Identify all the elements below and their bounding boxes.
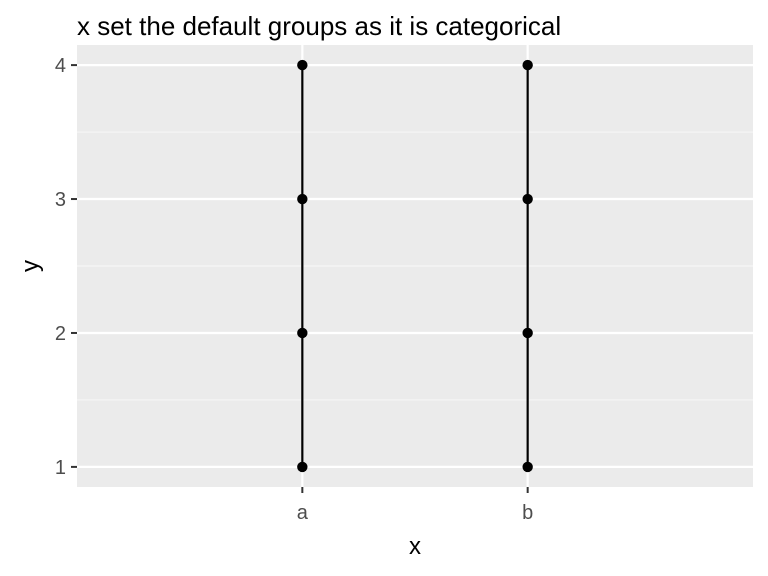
y-tick-label: 2 bbox=[55, 323, 66, 345]
y-axis-title: y bbox=[17, 260, 44, 272]
axis-layer: 1 2 3 4 a b bbox=[55, 55, 533, 524]
chart-title: x set the default groups as it is catego… bbox=[77, 11, 562, 41]
y-tick-label: 3 bbox=[55, 189, 66, 211]
y-tick-label: 4 bbox=[55, 55, 66, 77]
data-point-b-2 bbox=[522, 327, 533, 339]
data-point-b-1 bbox=[522, 461, 533, 473]
series-layer bbox=[297, 59, 533, 473]
data-point-a-4 bbox=[297, 59, 308, 71]
y-tick-label: 1 bbox=[55, 457, 66, 479]
data-point-b-4 bbox=[522, 59, 533, 71]
x-tick-label: a bbox=[297, 502, 309, 524]
data-point-b-3 bbox=[522, 193, 533, 205]
data-point-a-1 bbox=[297, 461, 308, 473]
x-axis-title: x bbox=[409, 533, 421, 560]
data-point-a-2 bbox=[297, 327, 308, 339]
data-point-a-3 bbox=[297, 193, 308, 205]
x-tick-label: b bbox=[522, 502, 533, 524]
